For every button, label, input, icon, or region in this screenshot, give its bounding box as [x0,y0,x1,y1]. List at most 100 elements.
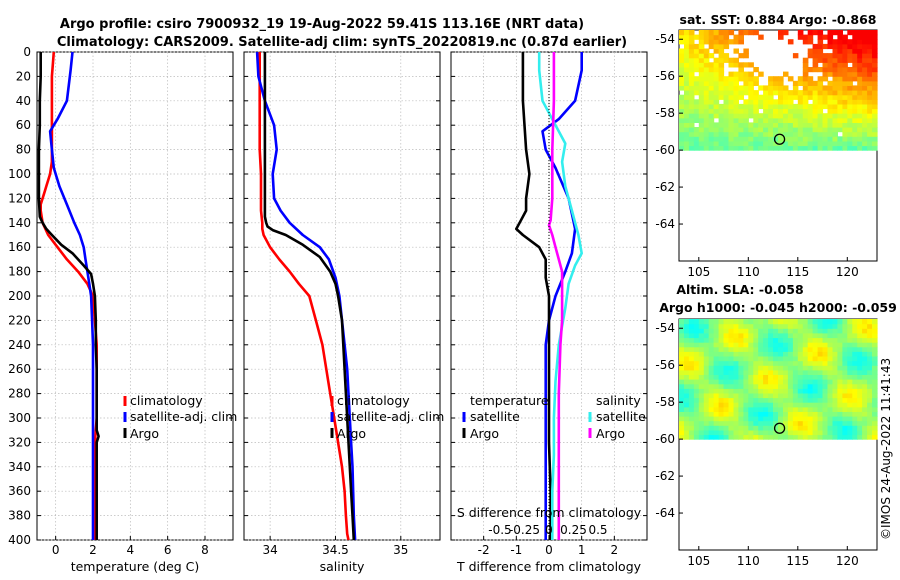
map-cell [773,434,779,440]
map-cell [812,332,819,339]
map-cell [733,127,739,133]
map-cell [684,392,690,399]
map-cell [862,397,868,403]
map-cell [783,383,789,389]
map-cell [718,425,725,431]
map-cell [703,328,710,334]
map-cell [797,332,804,339]
map-cell [748,425,754,431]
map-cell [832,57,838,63]
map-cell [822,342,829,348]
map-cell [872,402,878,408]
map-cell [703,351,710,357]
map-cell [688,379,695,385]
map-cell [857,30,863,36]
map-cell [758,356,764,362]
map-cell [792,434,799,440]
legend-salinity-title: salinity [596,393,641,408]
map-cell [708,402,715,408]
map-cell [812,108,819,114]
map-cell [827,369,834,375]
map-cell [837,388,843,394]
map-cell [743,76,749,82]
map-cell [773,356,779,362]
map-cell [703,145,710,151]
map-cell [688,136,695,142]
map-cell [817,388,824,394]
map-cell [748,131,754,137]
map-cell [723,392,730,399]
map-cell [812,388,819,394]
map-cell [802,145,809,151]
map-cell [832,53,838,59]
map-cell [688,80,695,86]
map-cell [787,39,794,45]
map-cell [778,434,784,440]
map-cell [812,131,819,137]
map-cell [684,76,690,82]
map-cell [688,420,695,426]
map-cell [852,337,858,343]
map-cell [832,90,838,96]
map-cell [802,388,809,394]
map-cell [753,369,759,375]
map-cell [758,113,764,119]
map-cell [763,319,769,325]
map-cell [718,136,725,142]
map-cell [783,99,789,105]
map-cell [738,90,744,96]
map-cell [842,131,848,137]
map-cell [733,99,739,105]
map-cell [698,90,705,96]
map-cell [867,34,873,40]
ytick-label: 100 [8,167,31,181]
map-cell [703,76,710,82]
map-cell [743,62,749,68]
map-cell [842,337,848,343]
map-cell [807,122,814,128]
map-cell [797,145,804,151]
map-cell [807,420,814,426]
map-cell [723,374,730,380]
map-cell [812,397,819,403]
map-cell [862,351,868,357]
map-cell [842,319,848,325]
imos-timestamp: ©IMOS 24-Aug-2022 11:41:43 [879,358,893,540]
map-cell [703,356,710,362]
map-cell [857,379,863,385]
map-cell [778,374,784,380]
map-cell [684,411,690,417]
map-cell [743,356,749,362]
map-cell [807,416,814,422]
map-cell [688,53,695,59]
map-cell [753,411,759,417]
map-cell [698,342,705,348]
map-cell [768,369,774,375]
map-cell [862,71,868,77]
map-cell [847,356,853,362]
map-cell [812,351,819,357]
map-cell [773,374,779,380]
map-cell [812,392,819,399]
map-cell [718,57,725,63]
map-cell [718,337,725,343]
map-cell [693,76,700,82]
map-cell [847,145,853,151]
map-cell [688,332,695,339]
map-cell [792,122,799,128]
map-cell [753,351,759,357]
map-cell [718,62,725,68]
map-cell [679,365,685,371]
map-cell [867,39,873,45]
map-cell [817,140,824,147]
map-cell [773,117,779,123]
map-cell [713,136,720,142]
map-cell [812,103,819,110]
map-cell [728,416,735,422]
map-cell [763,127,769,133]
map-cell [817,369,824,375]
map-cell [753,374,759,380]
map-cell [867,94,873,100]
map-cell [832,99,838,105]
map-cell [713,383,720,389]
